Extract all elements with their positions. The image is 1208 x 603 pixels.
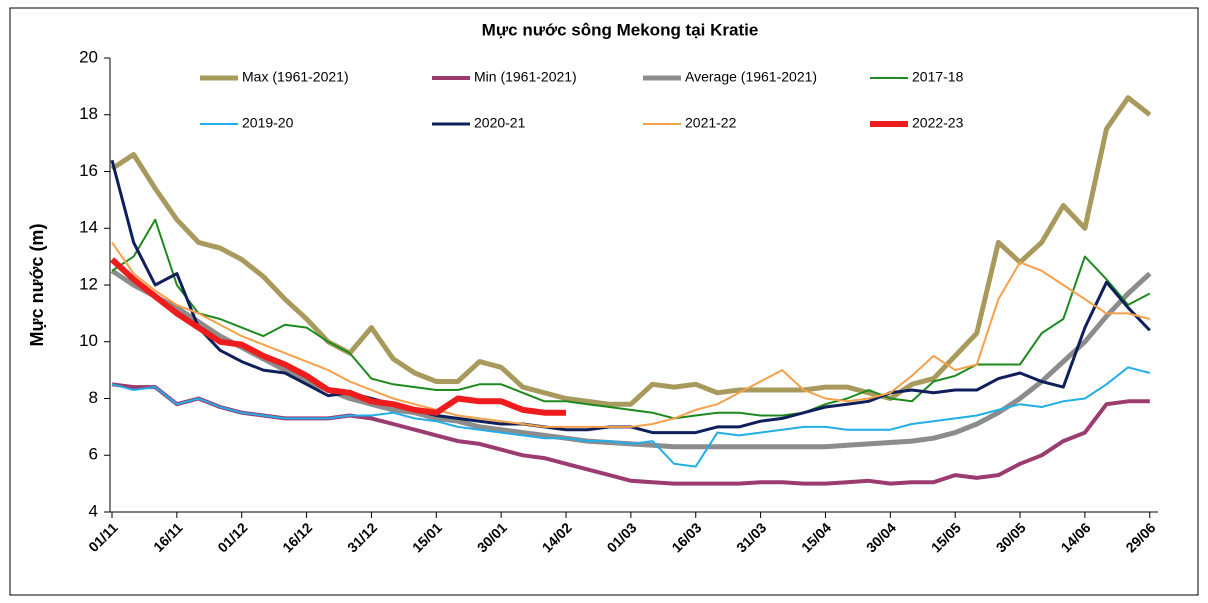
legend-label: 2020-21	[474, 115, 526, 131]
y-axis-label: Mực nước (m)	[27, 224, 47, 347]
legend-label: 2022-23	[912, 115, 964, 131]
series-line	[111, 366, 1151, 468]
y-tick-label: 12	[79, 274, 98, 293]
series-line	[109, 257, 566, 416]
y-tick-label: 4	[89, 501, 98, 520]
legend-label: 2021-22	[685, 115, 737, 131]
y-tick-label: 20	[79, 47, 98, 66]
y-tick-label: 8	[89, 388, 98, 407]
legend-label: 2019-20	[242, 115, 294, 131]
series-line	[110, 95, 1152, 407]
legend-label: Max (1961-2021)	[242, 69, 349, 85]
y-tick-label: 10	[79, 331, 98, 350]
chart-title: Mực nước sông Mekong tại Kratie	[482, 20, 759, 39]
y-tick-label: 14	[79, 218, 98, 237]
legend-label: 2017-18	[912, 69, 964, 85]
legend-label: Min (1961-2021)	[474, 69, 577, 85]
y-tick-label: 6	[89, 445, 98, 464]
series-line	[111, 241, 1151, 428]
y-tick-label: 18	[79, 104, 98, 123]
legend-label: Average (1961-2021)	[685, 69, 817, 85]
y-tick-label: 16	[79, 161, 98, 180]
chart-frame	[9, 7, 1199, 596]
